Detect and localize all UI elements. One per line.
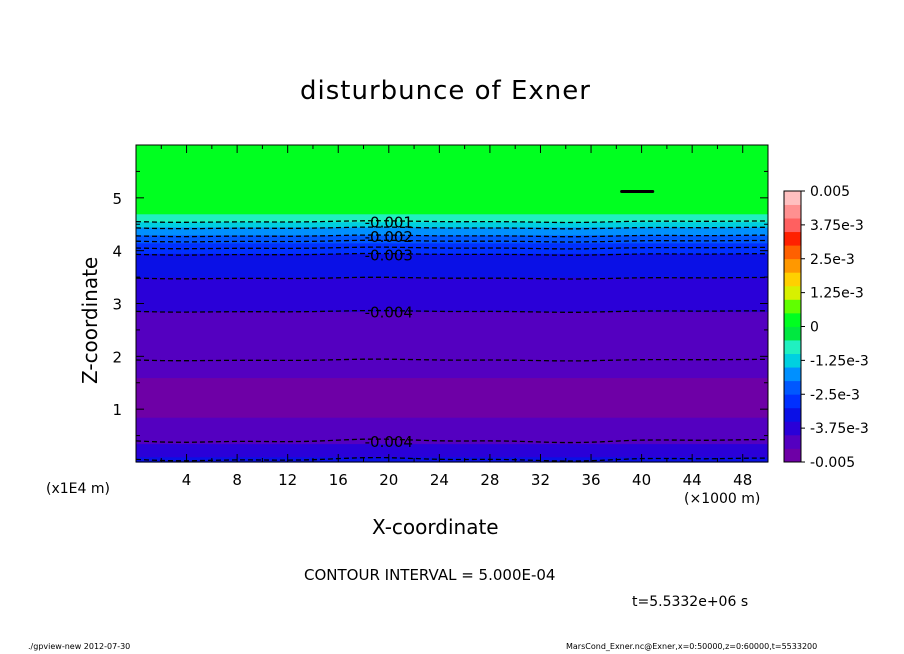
colorbar-tick-label: 0.005 [810, 184, 850, 200]
contour-line [135, 252, 768, 256]
heatmap-band [136, 432, 768, 445]
colorbar-tick-label: -1.25e-3 [810, 353, 869, 369]
y-tick-label: 3 [112, 296, 122, 314]
heatmap-band [136, 311, 768, 336]
y-scale-label: (x1E4 m) [46, 481, 110, 497]
colorbar-cell [784, 204, 801, 219]
x-scale-label: (×1000 m) [684, 491, 761, 507]
colorbar-cell [784, 272, 801, 287]
x-tick-label: 24 [430, 471, 449, 489]
x-tick-label: 16 [329, 471, 348, 489]
colorbar-cell [784, 326, 801, 341]
heatmap-band [136, 226, 768, 236]
colorbar-cell [784, 191, 801, 205]
y-tick-label: 2 [112, 348, 122, 366]
x-tick-label: 4 [182, 471, 192, 489]
colorbar-tick-label: -3.75e-3 [810, 421, 869, 437]
colorbar-cell [784, 380, 801, 395]
x-tick-label: 44 [683, 471, 702, 489]
colorbar-tick-label: 3.75e-3 [810, 218, 864, 234]
colorbar-cell [784, 285, 801, 300]
heatmap-band [136, 377, 768, 389]
contour-line [135, 309, 768, 313]
contour-line [135, 226, 768, 230]
heatmap-band [136, 417, 768, 434]
footer-right: MarsCond_Exner.nc@Exner,x=0:50000,z=0:60… [566, 642, 818, 651]
heatmap-band [136, 145, 768, 215]
x-tick-label: 32 [531, 471, 550, 489]
chart-title: disturbunce of Exner [300, 76, 591, 106]
colorbar-tick-label: -2.5e-3 [810, 387, 860, 403]
heatmap-band [136, 406, 768, 418]
y-axis-label: Z-coordinate [78, 256, 102, 384]
x-tick-label: 40 [632, 471, 651, 489]
contour-line [135, 220, 768, 224]
colorbar-tick-label: 1.25e-3 [810, 286, 864, 302]
contour-label: -0.004 [365, 433, 413, 451]
contour-line [135, 358, 768, 362]
contour-label: -0.001 [365, 214, 413, 232]
colorbar-cell [784, 353, 801, 368]
heatmap-band [136, 213, 768, 223]
colorbar-cell [784, 218, 801, 233]
x-tick-label: 12 [278, 471, 297, 489]
heatmap-band [136, 234, 768, 244]
colorbar-cell [784, 407, 801, 422]
heatmap-band [136, 221, 768, 228]
colorbar-cell [784, 231, 801, 246]
heatmap-band [136, 292, 768, 313]
contour-label: -0.004 [365, 303, 413, 321]
colorbar-cell [784, 394, 801, 409]
y-tick-label: 1 [112, 401, 122, 419]
contour-line [135, 456, 768, 462]
heatmap-band [136, 253, 768, 262]
colorbar-cell [784, 258, 801, 273]
heatmap-band [136, 358, 768, 379]
colorbar-tick-label: -0.005 [810, 455, 855, 471]
heatmap-band [136, 277, 768, 294]
colorbar-cell [784, 340, 801, 354]
contour-interval-text: CONTOUR INTERVAL = 5.000E-04 [304, 566, 556, 584]
colorbar-cell [784, 367, 801, 382]
contour-line [135, 246, 768, 250]
x-axis-label: X-coordinate [372, 515, 499, 539]
colorbar-cell [784, 245, 801, 260]
contour-line [135, 239, 768, 243]
colorbar-cell [784, 312, 801, 327]
x-tick-label: 36 [581, 471, 600, 489]
colorbar-tick-label: 0 [810, 320, 819, 336]
heatmap-band [136, 388, 768, 408]
x-tick-label: 20 [379, 471, 398, 489]
colorbar-cell [784, 434, 801, 449]
x-tick-label: 8 [232, 471, 242, 489]
footer-left: ./gpview-new 2012-07-30 [28, 642, 131, 651]
colorbar-cell [784, 448, 801, 463]
time-stamp: t=5.5332e+06 s [632, 594, 749, 610]
heatmap-band [136, 261, 768, 278]
x-tick-label: 28 [480, 471, 499, 489]
y-tick-label: 5 [112, 190, 122, 208]
heatmap-band [136, 443, 768, 458]
colorbar-cell [784, 299, 801, 314]
colorbar-cell [784, 421, 801, 436]
contour-line [135, 438, 768, 444]
contour-line [135, 234, 768, 238]
contour-line [135, 276, 768, 280]
y-tick-label: 4 [112, 243, 122, 261]
contour-blob [620, 189, 655, 193]
heatmap-band [136, 335, 768, 360]
x-tick-label: 48 [733, 471, 752, 489]
contour-label: -0.003 [365, 246, 413, 264]
colorbar-tick-label: 2.5e-3 [810, 252, 855, 268]
contour-label: -0.002 [365, 228, 413, 246]
